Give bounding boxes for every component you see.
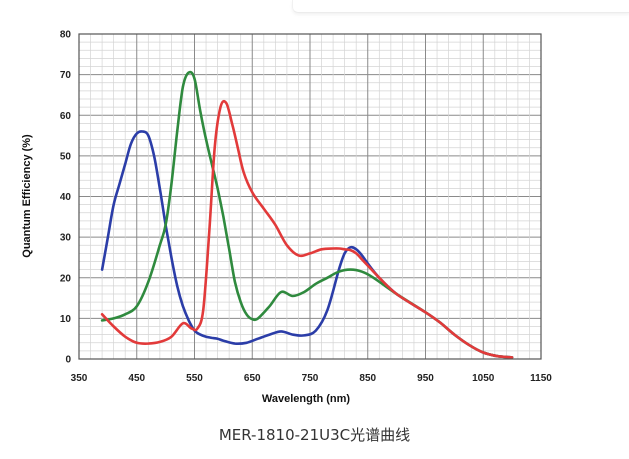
x-tick-label: 1050 <box>472 373 495 384</box>
plot-frame <box>78 33 542 360</box>
series-lines <box>100 70 514 359</box>
y-tick-label: 0 <box>65 355 71 366</box>
x-tick-label: 850 <box>359 373 376 384</box>
y-tick-label: 20 <box>60 273 72 284</box>
y-axis-title: Quantum Efficiency (%) <box>21 134 33 258</box>
x-tick-label: 450 <box>128 373 145 384</box>
chart-caption: MER-1810-21U3C光谱曲线 <box>218 426 411 444</box>
grid <box>78 33 542 360</box>
x-tick-label: 650 <box>244 373 261 384</box>
y-tick-label: 50 <box>60 151 72 162</box>
x-tick-label: 550 <box>186 373 203 384</box>
series-line-3 <box>100 99 514 359</box>
x-tick-label: 1150 <box>530 373 552 384</box>
y-axis-ticks: 0 10 20 30 40 50 60 70 80 <box>60 30 72 366</box>
y-tick-label: 60 <box>60 111 72 122</box>
x-axis-ticks: 350 450 550 650 750 850 950 1050 1150 <box>71 373 553 384</box>
x-tick-label: 950 <box>417 373 434 384</box>
x-tick-label: 350 <box>71 373 88 384</box>
x-tick-label: 750 <box>302 373 319 384</box>
x-axis-title: Wavelength (nm) <box>262 393 351 405</box>
y-tick-label: 10 <box>60 314 72 325</box>
y-tick-label: 40 <box>60 192 72 203</box>
y-tick-label: 30 <box>60 233 72 244</box>
y-tick-label: 80 <box>60 30 72 41</box>
y-tick-label: 70 <box>60 70 72 81</box>
top-bar <box>292 0 629 13</box>
